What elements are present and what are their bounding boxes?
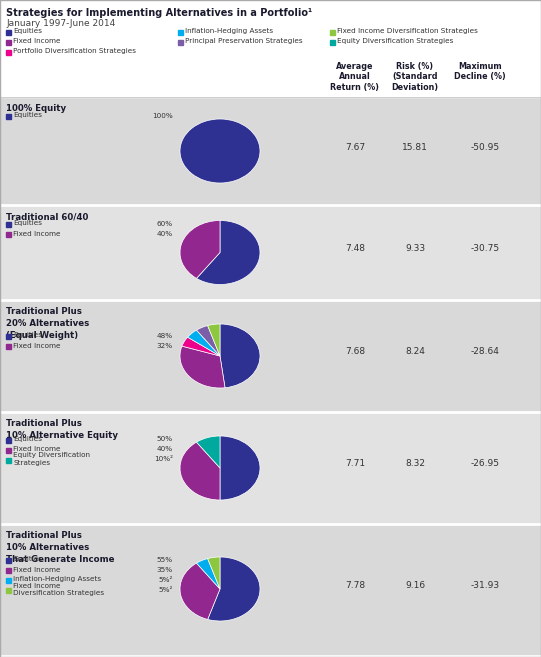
Wedge shape <box>182 337 220 356</box>
Bar <box>0 412 541 524</box>
Text: Principal Preservation Strategies: Principal Preservation Strategies <box>185 38 302 44</box>
Bar <box>0 205 541 300</box>
Text: Portfolio Diversification Strategies: Portfolio Diversification Strategies <box>13 48 136 54</box>
Text: 48%: 48% <box>157 332 173 338</box>
Bar <box>6 30 11 35</box>
Text: 9.33: 9.33 <box>405 244 425 253</box>
Bar <box>0 300 541 412</box>
Text: Fixed Income: Fixed Income <box>13 231 61 237</box>
Text: 60%: 60% <box>157 221 173 227</box>
Wedge shape <box>180 221 220 279</box>
Text: 8.32: 8.32 <box>405 459 425 468</box>
Bar <box>0 0 541 97</box>
Text: 7.78: 7.78 <box>345 581 365 589</box>
Text: 100%: 100% <box>152 112 173 118</box>
Bar <box>6 344 11 349</box>
Text: Equities: Equities <box>13 436 42 442</box>
Bar <box>178 30 183 35</box>
Text: Average
Annual
Return (%): Average Annual Return (%) <box>331 62 379 92</box>
Text: -50.95: -50.95 <box>471 143 499 152</box>
Text: Fixed Income: Fixed Income <box>13 38 61 44</box>
Text: Equities: Equities <box>13 28 42 34</box>
Bar <box>6 568 11 573</box>
Wedge shape <box>208 324 220 356</box>
Text: Inflation-Hedging Assets: Inflation-Hedging Assets <box>13 576 101 583</box>
Bar <box>6 588 11 593</box>
Text: -26.95: -26.95 <box>471 459 499 468</box>
Wedge shape <box>196 326 220 356</box>
Bar <box>330 30 335 35</box>
Text: Fixed Income: Fixed Income <box>13 342 61 348</box>
Bar <box>6 222 11 227</box>
Wedge shape <box>220 436 260 500</box>
Text: Equities: Equities <box>13 332 42 338</box>
Text: Inflation-Hedging Assets: Inflation-Hedging Assets <box>185 28 273 34</box>
Text: Traditional Plus
10% Alternatives
That Generate Income: Traditional Plus 10% Alternatives That G… <box>6 531 115 564</box>
Bar <box>6 438 11 443</box>
Text: -31.93: -31.93 <box>471 581 499 589</box>
Text: 9.16: 9.16 <box>405 581 425 589</box>
Bar <box>6 334 11 339</box>
Bar <box>0 524 541 654</box>
Text: Traditional 60/40: Traditional 60/40 <box>6 212 88 221</box>
Wedge shape <box>208 557 260 621</box>
Bar <box>0 97 541 205</box>
Text: 50%: 50% <box>157 436 173 442</box>
Text: Fixed Income: Fixed Income <box>13 566 61 572</box>
Bar <box>6 457 11 463</box>
Text: 7.67: 7.67 <box>345 143 365 152</box>
Wedge shape <box>180 442 220 500</box>
Text: -28.64: -28.64 <box>471 348 499 357</box>
Bar <box>6 232 11 237</box>
Text: Equities: Equities <box>13 112 42 118</box>
Text: Equity Diversification
Strategies: Equity Diversification Strategies <box>13 452 90 466</box>
Wedge shape <box>180 346 225 388</box>
Text: Fixed Income
Diversification Strategies: Fixed Income Diversification Strategies <box>13 583 104 597</box>
Text: 10%²: 10%² <box>154 456 173 462</box>
Bar <box>6 578 11 583</box>
Text: -30.75: -30.75 <box>471 244 499 253</box>
Text: Fixed Income Diversification Strategies: Fixed Income Diversification Strategies <box>337 28 478 34</box>
Wedge shape <box>220 324 260 388</box>
Bar <box>6 114 11 119</box>
Text: Maximum
Decline (%): Maximum Decline (%) <box>454 62 506 81</box>
Text: 7.48: 7.48 <box>345 244 365 253</box>
Text: 8.24: 8.24 <box>405 348 425 357</box>
Bar <box>178 39 183 45</box>
Wedge shape <box>180 563 220 620</box>
Text: 40%: 40% <box>157 446 173 452</box>
Text: 32%: 32% <box>157 342 173 348</box>
Wedge shape <box>196 558 220 589</box>
Bar <box>6 49 11 55</box>
Bar <box>6 39 11 45</box>
Text: Traditional Plus
10% Alternative Equity: Traditional Plus 10% Alternative Equity <box>6 419 118 440</box>
Text: Traditional Plus
20% Alternatives
(Equal Weight): Traditional Plus 20% Alternatives (Equal… <box>6 307 89 340</box>
Text: 35%: 35% <box>157 566 173 572</box>
Text: January 1997-June 2014: January 1997-June 2014 <box>6 19 115 28</box>
Bar <box>330 39 335 45</box>
Text: Risk (%)
(Standard
Deviation): Risk (%) (Standard Deviation) <box>392 62 439 92</box>
Text: 100% Equity: 100% Equity <box>6 104 66 113</box>
Text: 40%: 40% <box>157 231 173 237</box>
Text: 5%²: 5%² <box>159 587 173 593</box>
Text: 55%: 55% <box>157 556 173 562</box>
Text: Strategies for Implementing Alternatives in a Portfolio¹: Strategies for Implementing Alternatives… <box>6 8 312 18</box>
Wedge shape <box>196 436 220 468</box>
Text: 7.71: 7.71 <box>345 459 365 468</box>
Bar <box>6 558 11 563</box>
Text: Fixed Income: Fixed Income <box>13 446 61 452</box>
Wedge shape <box>196 221 260 284</box>
Text: Equities: Equities <box>13 556 42 562</box>
Text: 15.81: 15.81 <box>402 143 428 152</box>
Text: 7.68: 7.68 <box>345 348 365 357</box>
Text: 5%²: 5%² <box>159 576 173 583</box>
Text: Equities: Equities <box>13 221 42 227</box>
Bar <box>6 447 11 453</box>
Wedge shape <box>208 557 220 589</box>
Wedge shape <box>180 119 260 183</box>
Wedge shape <box>188 330 220 356</box>
Text: Equity Diversification Strategies: Equity Diversification Strategies <box>337 38 453 44</box>
